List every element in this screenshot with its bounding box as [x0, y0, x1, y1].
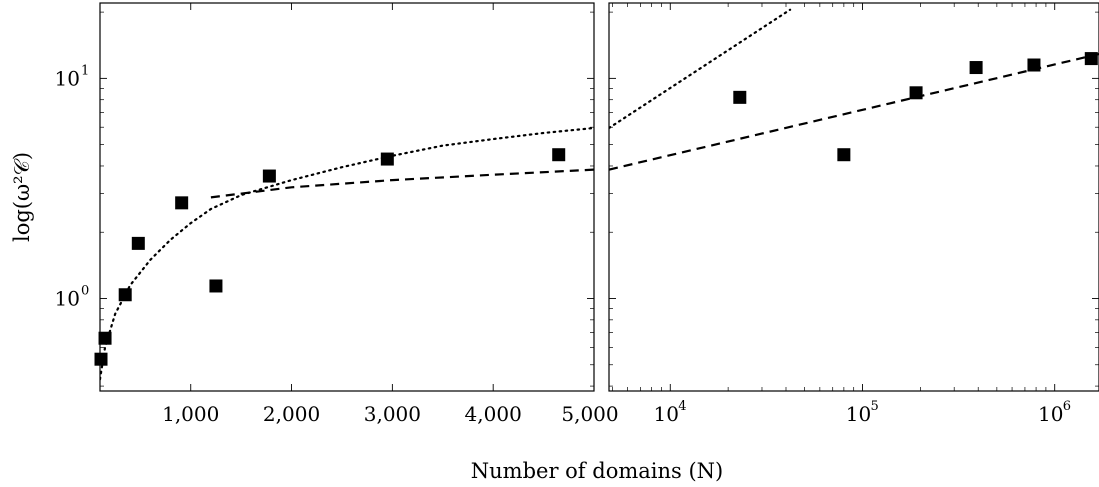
data-point: [380, 152, 394, 166]
data-point: [552, 148, 566, 162]
fit-line-dotted: [609, 8, 792, 130]
x-tick-label: 5,000: [561, 402, 618, 426]
x-tick-label: 10: [654, 402, 679, 426]
fit-line-dotted: [100, 126, 594, 381]
data-point: [98, 331, 112, 345]
data-point: [837, 148, 851, 162]
data-point: [175, 196, 189, 210]
data-point: [209, 279, 223, 293]
x-tick-label-exponent: 6: [1063, 399, 1071, 414]
x-tick-label: 10: [1038, 402, 1063, 426]
fit-line-dashed: [210, 168, 594, 199]
left-plot-frame: [99, 2, 595, 392]
data-point: [94, 352, 108, 366]
data-point: [1084, 52, 1098, 66]
x-tick-label: 10: [846, 402, 871, 426]
x-tick-label: 2,000: [263, 402, 320, 426]
right-plot-frame: [608, 2, 1099, 392]
x-tick-label: 1,000: [162, 402, 219, 426]
y-axis-label: log(ω²𝒞): [10, 152, 34, 242]
x-tick-label-exponent: 5: [870, 399, 878, 414]
data-point: [118, 288, 132, 302]
x-axis-label: Number of domains (N): [471, 459, 723, 483]
data-point: [909, 86, 923, 100]
y-tick-label: 10: [55, 287, 80, 311]
y-tick-label: 10: [55, 66, 80, 90]
y-axis-label-text: log(ω²𝒞): [10, 152, 34, 242]
fit-line-dashed: [609, 52, 1099, 171]
x-tick-label: 4,000: [465, 402, 522, 426]
x-tick-label: 3,000: [364, 402, 421, 426]
data-point: [733, 90, 747, 104]
data-point: [1027, 58, 1041, 72]
y-tick-label-exponent: 1: [81, 63, 89, 78]
data-point: [131, 236, 145, 250]
data-point: [262, 169, 276, 183]
data-point: [969, 61, 983, 75]
y-tick-label-exponent: 0: [81, 284, 89, 299]
x-tick-label-exponent: 4: [678, 399, 686, 414]
right-panel: 10 4 10 5 10 6: [608, 2, 1099, 426]
